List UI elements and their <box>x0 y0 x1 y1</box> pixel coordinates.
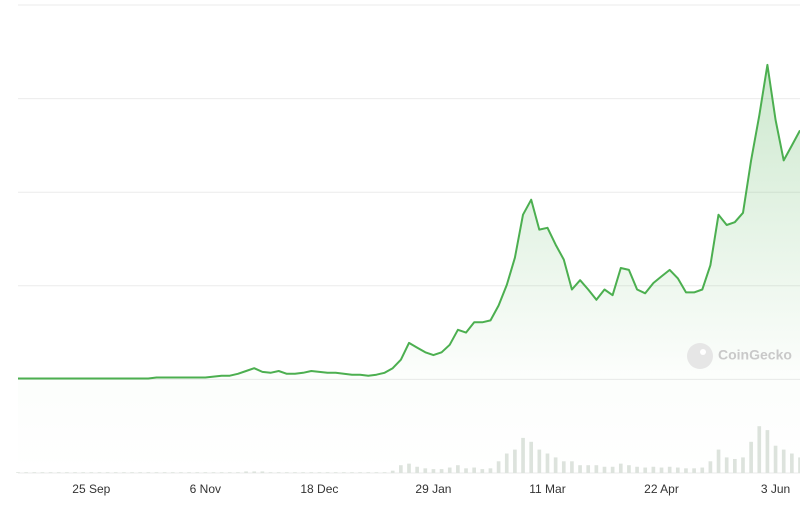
watermark-text: CoinGecko <box>718 347 792 363</box>
watermark-logo <box>687 343 713 369</box>
x-tick-label: 25 Sep <box>72 482 110 496</box>
x-axis: 25 Sep 6 Nov 18 Dec 29 Jan 11 Mar 22 Apr 3 Jun <box>72 482 790 496</box>
x-tick-label: 6 Nov <box>190 482 221 496</box>
price-line <box>18 63 800 380</box>
x-tick-label: 3 Jun <box>761 482 790 496</box>
watermark-logo-eye <box>700 349 706 355</box>
x-tick-label: 11 Mar <box>529 482 565 496</box>
plot <box>18 63 800 474</box>
x-tick-label: 29 Jan <box>415 482 451 496</box>
x-tick-label: 22 Apr <box>644 482 679 496</box>
x-tick-label: 18 Dec <box>300 482 338 496</box>
watermark: CoinGecko <box>687 343 792 369</box>
area <box>18 64 800 474</box>
